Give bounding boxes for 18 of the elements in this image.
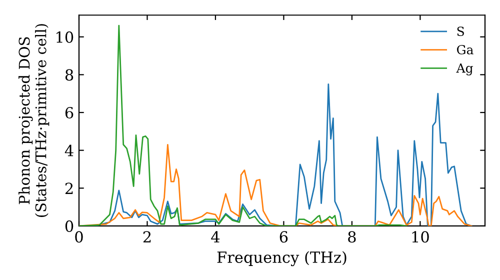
legend-label: Ga (457, 44, 474, 54)
x-tick-label: 2 (143, 231, 151, 242)
x-tick-label: 10 (412, 231, 429, 243)
x-tick-label: 6 (280, 231, 288, 243)
legend-label: S (457, 26, 464, 36)
y-tick-label: 4 (64, 144, 74, 156)
y-tick-label: 8 (65, 69, 74, 81)
x-tick-label: 8 (348, 231, 356, 243)
y-axis-title: Phonon projected DOS (States/THz·primitive cell) (18, 24, 50, 217)
y-tick-label: 0 (65, 220, 74, 232)
y-tick-label: 10 (56, 31, 74, 43)
x-axis-title: Frequency (THz) (217, 251, 346, 266)
line-series (79, 24, 408, 226)
y-tick-label: 6 (65, 106, 74, 119)
x-tick-label: 0 (75, 231, 83, 243)
y-tick-label: 2 (65, 182, 73, 194)
x-tick-label: 4 (211, 231, 220, 242)
legend-label: Ag (456, 63, 473, 76)
